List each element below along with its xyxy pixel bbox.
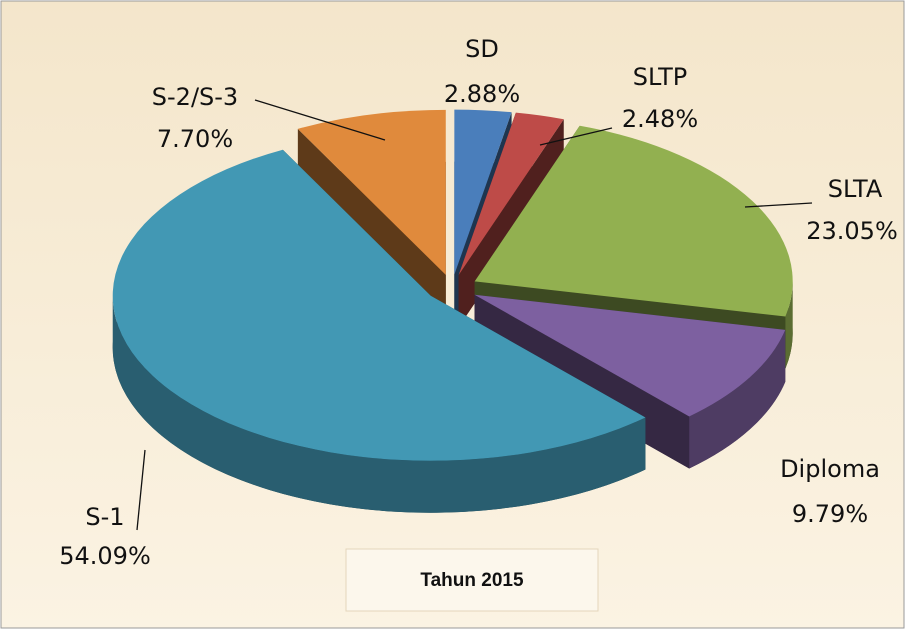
slice-label: SLTP [633, 63, 687, 91]
slice-label: Diploma [780, 455, 880, 483]
value-label: 54.09% [59, 542, 151, 570]
leader-line [539, 127, 613, 146]
slice [474, 294, 786, 417]
slice-side [689, 329, 786, 469]
value-label: 9.79% [792, 500, 868, 528]
value-label: 23.05% [806, 217, 898, 245]
pie [112, 109, 793, 513]
slice-label: SD [465, 35, 499, 63]
leader-line [136, 449, 146, 531]
slice [112, 149, 646, 461]
value-label: 2.48% [622, 105, 698, 133]
slice [474, 125, 793, 317]
value-label: 2.88% [444, 80, 520, 108]
value-label: 7.70% [157, 125, 233, 153]
slice-label: SLTA [828, 175, 883, 203]
slice-label: S-1 [85, 503, 124, 531]
leader-line [254, 99, 386, 141]
leader-line [744, 202, 813, 208]
slice-side [112, 295, 646, 513]
slice [297, 109, 446, 275]
chart-title: Tahun 2015 [420, 570, 524, 591]
slice-side [785, 281, 793, 369]
slice [458, 112, 564, 275]
title-box [345, 548, 599, 612]
slice [454, 109, 512, 275]
slice-label: S-2/S-3 [152, 83, 238, 111]
